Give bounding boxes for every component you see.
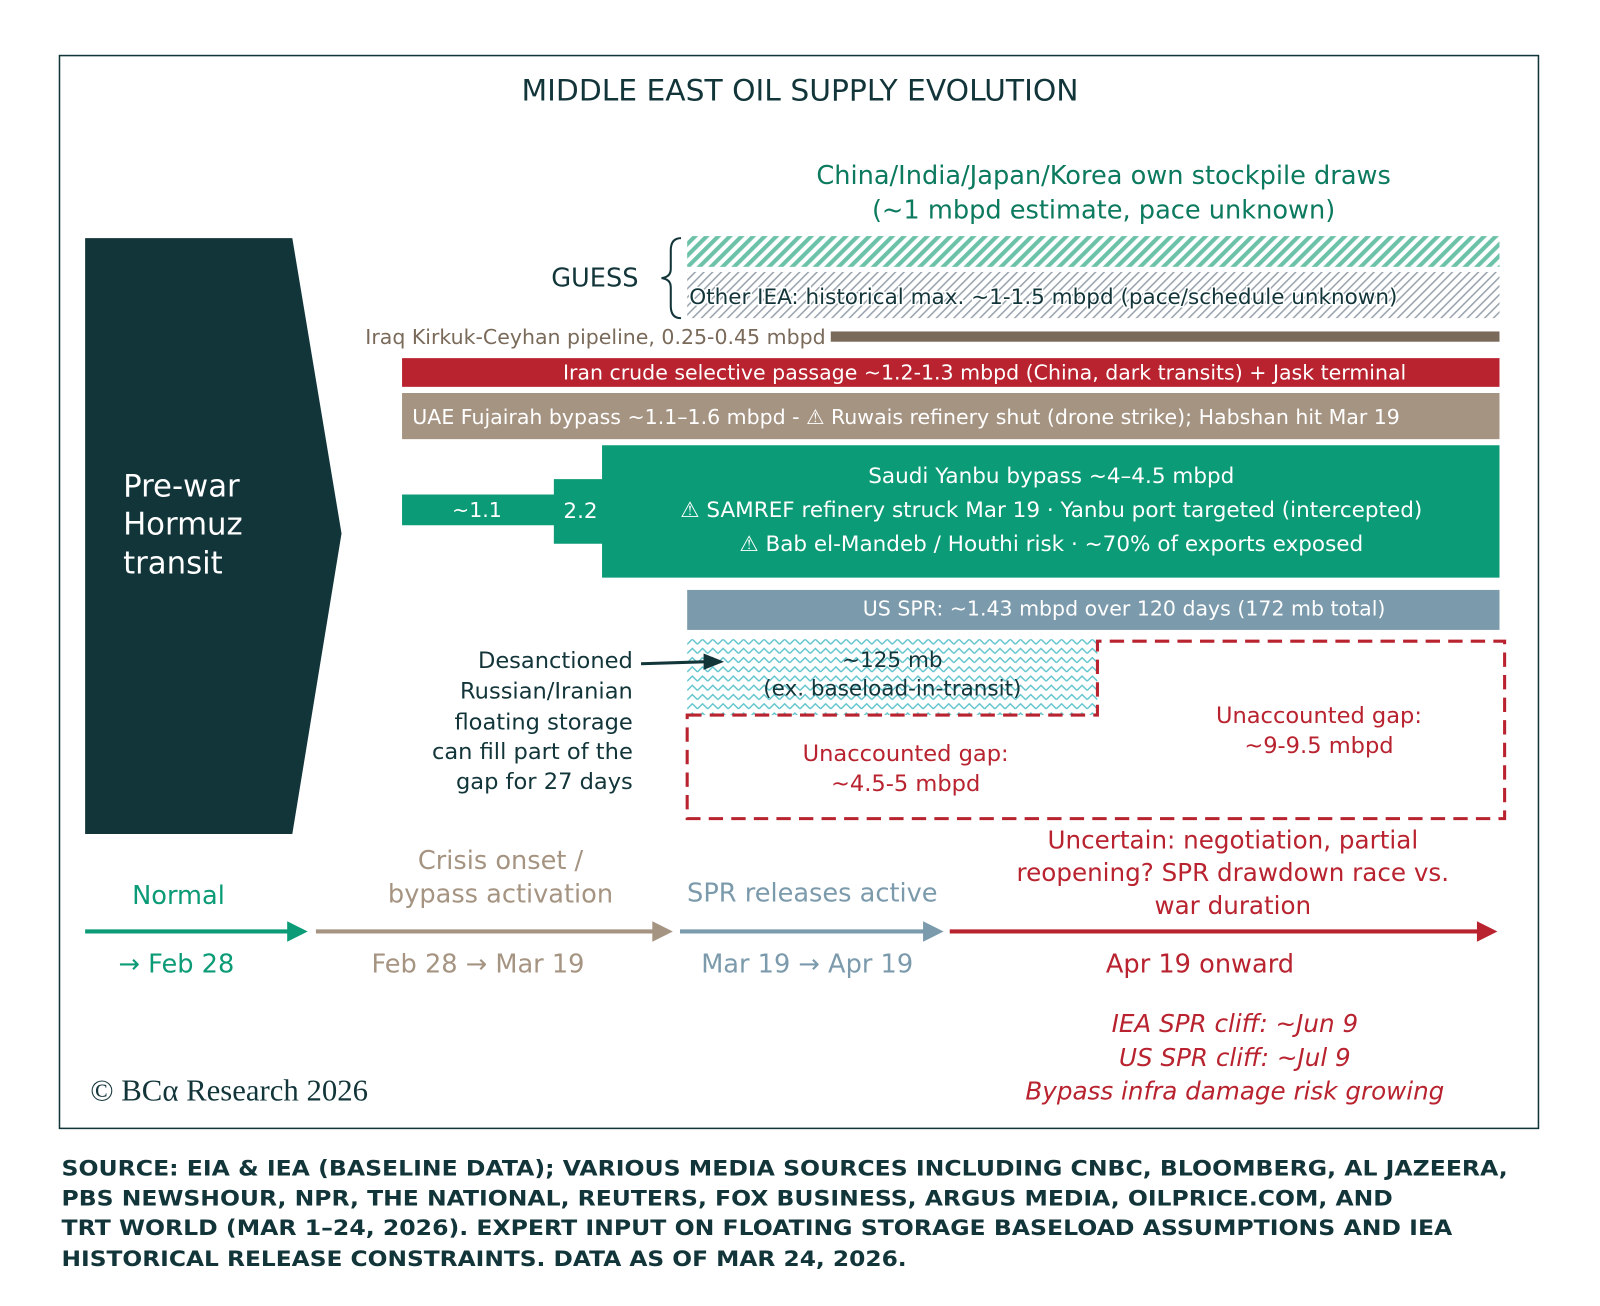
stockpile-hatched-bar (687, 236, 1500, 267)
source-line: TRT WORLD (MAR 1–24, 2026). EXPERT INPUT… (62, 1216, 1453, 1241)
phase-normal-arrowhead (287, 921, 308, 942)
floating-arrow-head (703, 653, 725, 670)
floating-note-line: gap for 27 days (456, 769, 633, 795)
other-iea-hatched-bar (687, 271, 1500, 319)
phase-normal-dates: → Feb 28 (119, 949, 235, 979)
phase-crisis-label: bypass activation (388, 880, 613, 910)
stockpile-label-1: China/India/Japan/Korea own stockpile dr… (816, 161, 1391, 191)
floating-note: Desanctioned Russian/Iranian floating st… (432, 648, 633, 795)
saudi-step-2: 2.2 (563, 499, 597, 524)
iran-bar (402, 358, 1500, 387)
prewar-label: Pre-war (123, 469, 240, 505)
iraq-bar (830, 331, 1500, 342)
uae-label: UAE Fujairah bypass ~1.1–1.6 mbpd - ⚠ Ru… (412, 405, 1400, 429)
frame (58, 54, 1540, 1130)
saudi-label-3: ⚠ Bab el-Mandeb / Houthi risk · ~70% of … (739, 532, 1363, 557)
phase-spr-arrowhead (923, 921, 944, 942)
phase-uncertain-arrowhead (1476, 921, 1498, 942)
prewar-label: transit (123, 546, 223, 582)
gap1-label-1: Unaccounted gap: (803, 741, 1009, 767)
cliff-note: US SPR cliff: ~Jul 9 (1119, 1043, 1351, 1072)
floating-note-line: can fill part of the (432, 739, 633, 765)
floating-note-line: Russian/Iranian (460, 679, 633, 705)
unaccounted-gap-outline (685, 639, 1507, 821)
floating-label-1: ~125 mb (842, 648, 943, 673)
saudi-label-2: ⚠ SAMREF refinery struck Mar 19 · Yanbu … (680, 498, 1422, 523)
phase-uncertain-label: war duration (1154, 891, 1311, 920)
phase-spr-dates: Mar 19 → Apr 19 (701, 949, 913, 979)
phase-crisis-dates: Feb 28 → Mar 19 (371, 949, 584, 979)
phase-uncertain-label: reopening? SPR drawdown race vs. (1017, 858, 1450, 887)
source-line: PBS NEWSHOUR, NPR, THE NATIONAL, REUTERS… (62, 1186, 1393, 1211)
floating-arrow-line (640, 660, 708, 666)
floating-note-line: floating storage (454, 709, 632, 735)
gap1-label-2: ~4.5-5 mbpd (831, 771, 980, 797)
source-line: HISTORICAL RELEASE CONSTRAINTS. DATA AS … (62, 1247, 907, 1272)
guess-brace (661, 237, 682, 320)
prewar-label: Hormuz (123, 507, 243, 543)
floating-note-line: Desanctioned (478, 648, 633, 674)
source-note: SOURCE: EIA & IEA (BASELINE DATA); VARIO… (62, 1157, 1508, 1272)
phase-uncertain-dates: Apr 19 onward (1106, 949, 1294, 979)
copyright-logo: © BCα Research 2026 (90, 1074, 368, 1108)
source-line: SOURCE: EIA & IEA (BASELINE DATA); VARIO… (62, 1157, 1508, 1182)
phase-crisis-label: Crisis onset / (418, 846, 584, 876)
cliff-note: Bypass infra damage risk growing (1025, 1077, 1444, 1106)
saudi-bar (402, 445, 1500, 578)
cliff-note: IEA SPR cliff: ~Jun 9 (1112, 1009, 1358, 1038)
guess-label: GUESS (551, 263, 638, 293)
floating-storage-block (687, 639, 1098, 716)
uae-bar (402, 393, 1500, 440)
iraq-label: Iraq Kirkuk-Ceyhan pipeline, 0.25-0.45 m… (365, 325, 825, 349)
phase-spr-label: SPR releases active (687, 879, 938, 909)
saudi-step-1: ~1.1 (452, 498, 502, 522)
saudi-label-1: Saudi Yanbu bypass ~4–4.5 mbpd (868, 464, 1234, 489)
prewar-hormuz-block (85, 238, 342, 835)
floating-label-2: (ex. baseload-in-transit) (763, 677, 1021, 702)
gap2-label-1: Unaccounted gap: (1216, 703, 1422, 729)
diagram-title: MIDDLE EAST OIL SUPPLY EVOLUTION (522, 74, 1079, 109)
iran-label: Iran crude selective passage ~1.2-1.3 mb… (563, 361, 1406, 385)
stockpile-label-2: (~1 mbpd estimate, pace unknown) (872, 196, 1335, 226)
phase-uncertain-label: Uncertain: negotiation, partial (1047, 825, 1418, 854)
us-spr-bar (687, 589, 1500, 630)
phase-crisis-arrowhead (652, 921, 673, 942)
other-iea-label: Other IEA: historical max. ~1-1.5 mbpd (… (689, 285, 1397, 310)
us-spr-label: US SPR: ~1.43 mbpd over 120 days (172 mb… (863, 597, 1386, 621)
phase-normal-label: Normal (132, 881, 225, 911)
gap2-label-2: ~9-9.5 mbpd (1244, 733, 1393, 759)
